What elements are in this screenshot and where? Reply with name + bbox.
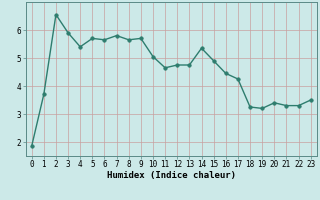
X-axis label: Humidex (Indice chaleur): Humidex (Indice chaleur) <box>107 171 236 180</box>
